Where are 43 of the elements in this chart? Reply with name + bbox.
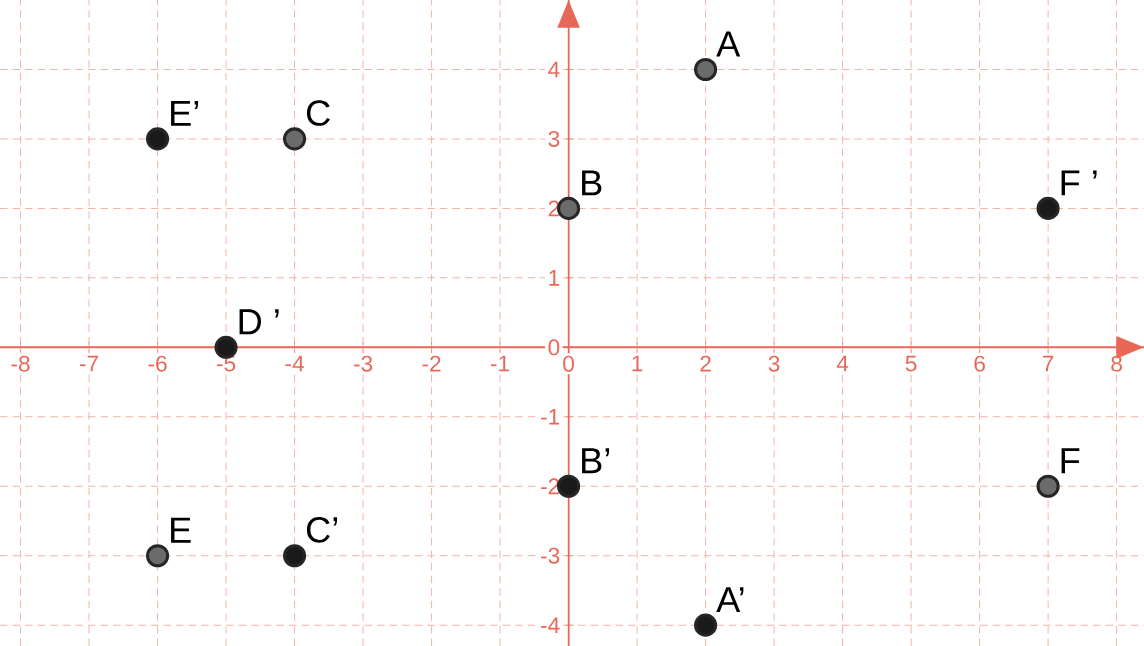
x-tick-label: 4 — [836, 355, 849, 372]
annotation: F ’ — [1061, 170, 1097, 196]
annotation: E — [171, 517, 191, 543]
y-tick-label: 4 — [548, 61, 560, 78]
x-tick-label: 1 — [632, 355, 643, 372]
annotation: B’ — [582, 448, 610, 474]
point — [557, 474, 581, 498]
x-tick-label: -1 — [491, 355, 510, 372]
x-tick-label: -3 — [354, 355, 373, 372]
annotation: C — [306, 100, 330, 126]
x-tick-label: 3 — [768, 355, 780, 372]
point — [694, 57, 718, 82]
point — [145, 127, 170, 151]
x-tick-label: -2 — [422, 355, 441, 372]
x-tick-label: -8 — [11, 355, 30, 372]
point — [1036, 474, 1060, 498]
x-tick-label: 5 — [905, 355, 917, 372]
annotation: D ’ — [239, 309, 279, 335]
annotation: B — [582, 170, 602, 196]
annotation: E’ — [171, 100, 199, 126]
annotation: A — [716, 31, 741, 57]
y-tick-label: -4 — [541, 617, 560, 633]
point — [557, 196, 581, 220]
y-tick-label: 3 — [548, 130, 560, 147]
point — [1036, 196, 1060, 220]
y-tick-label: -3 — [541, 547, 560, 564]
y-tick-label: 0 — [548, 339, 560, 356]
x-tick-label: 2 — [700, 355, 711, 372]
x-tick-label: 6 — [974, 355, 985, 372]
annotation: C’ — [306, 517, 338, 543]
x-tick-label: 8 — [1111, 355, 1122, 372]
x-tick-label: -7 — [80, 355, 98, 372]
point — [283, 544, 307, 568]
y-tick-label: -1 — [541, 408, 560, 425]
x-tick-label: 0 — [563, 355, 574, 372]
annotation: A’ — [716, 587, 744, 613]
point — [145, 544, 170, 568]
y-tick-label: 1 — [549, 270, 560, 286]
x-tick-label: 7 — [1042, 355, 1054, 372]
x-tick-label: -6 — [148, 355, 167, 372]
annotation: F — [1061, 448, 1080, 474]
point — [283, 127, 307, 151]
x-tick-label: -4 — [285, 355, 304, 372]
